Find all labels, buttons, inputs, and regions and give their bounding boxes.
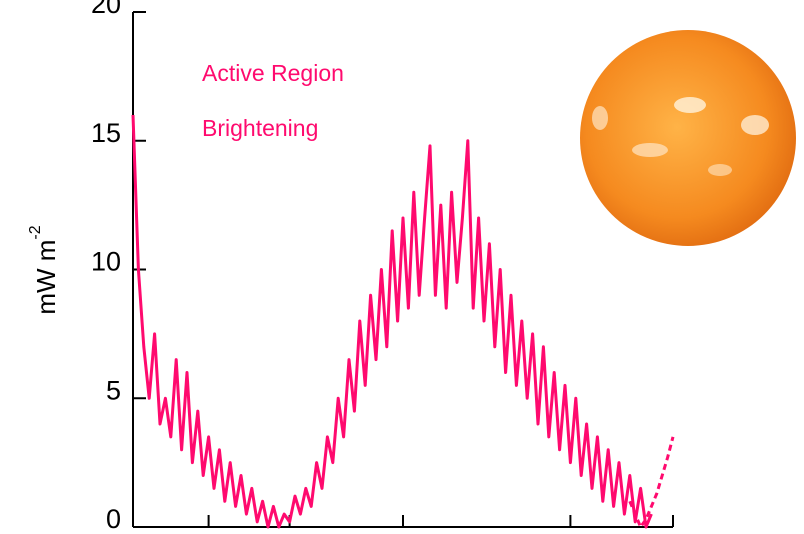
y-axis-label-superscript: -2 xyxy=(27,225,44,239)
y-tick-label: 0 xyxy=(106,504,121,529)
y-axis-label: mW m-2 xyxy=(27,225,61,314)
annotation: Active Region xyxy=(202,60,344,86)
sun-image xyxy=(580,30,796,246)
y-tick-label: 10 xyxy=(91,247,121,277)
y-tick-label: 5 xyxy=(106,375,121,405)
y-tick-label: 20 xyxy=(91,0,121,19)
y-axis-label-text: mW m xyxy=(31,240,61,315)
data-line xyxy=(628,436,675,529)
data-line xyxy=(131,114,653,529)
annotation: Brightening xyxy=(202,115,318,141)
y-tick-label: 15 xyxy=(91,118,121,148)
